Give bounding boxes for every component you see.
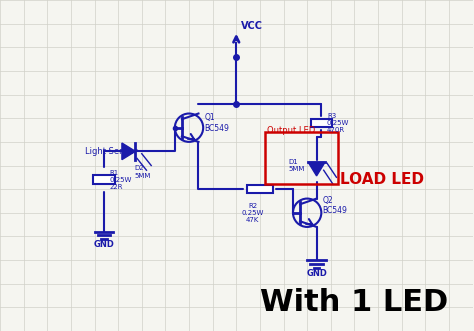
- Text: VCC: VCC: [241, 21, 263, 31]
- Text: Light Sensor: Light Sensor: [85, 147, 137, 156]
- Text: D1
5MM: D1 5MM: [288, 159, 305, 172]
- Polygon shape: [308, 163, 325, 176]
- Bar: [310, 119, 332, 127]
- Text: With 1 LED: With 1 LED: [260, 288, 448, 317]
- Text: GND: GND: [93, 240, 114, 249]
- Text: GND: GND: [306, 268, 327, 277]
- Polygon shape: [122, 143, 136, 160]
- Text: Q1
BC549: Q1 BC549: [204, 113, 229, 133]
- Text: R2
0.25W
47K: R2 0.25W 47K: [242, 203, 264, 223]
- Text: R1
0.25W
22R: R1 0.25W 22R: [109, 170, 132, 190]
- Text: Q2
BC549: Q2 BC549: [322, 196, 347, 215]
- Text: LOAD LED: LOAD LED: [340, 172, 424, 187]
- Text: R3
0.25W
470R: R3 0.25W 470R: [327, 113, 349, 133]
- Text: D2
5MM: D2 5MM: [135, 166, 151, 178]
- Bar: [264, 132, 338, 184]
- Bar: [247, 185, 273, 193]
- Bar: [93, 175, 115, 184]
- Text: Output LED: Output LED: [267, 126, 315, 135]
